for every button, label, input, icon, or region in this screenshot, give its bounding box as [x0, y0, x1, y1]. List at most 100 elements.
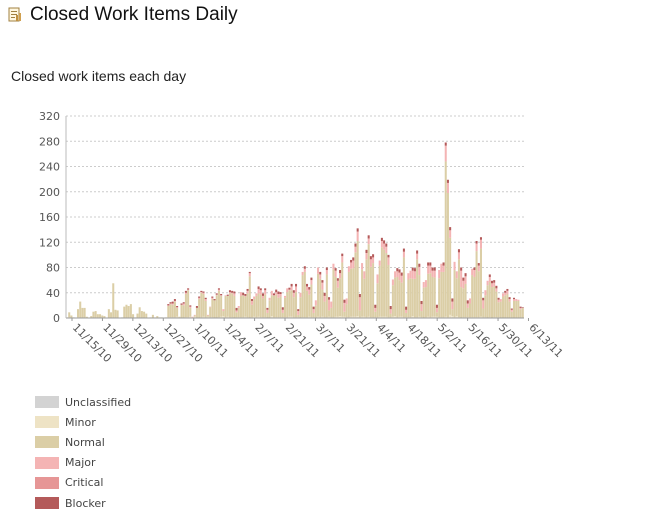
- bar-segment: [292, 297, 295, 318]
- bar-segment: [512, 299, 516, 301]
- y-tick-label: 320: [39, 110, 60, 123]
- bar-segment: [176, 307, 179, 317]
- bar-segment: [389, 313, 392, 318]
- bar-segment: [455, 316, 458, 318]
- bar-segment: [169, 304, 172, 318]
- bar-segment: [231, 293, 234, 318]
- bar-segment: [292, 290, 295, 293]
- legend-swatch: [35, 476, 59, 489]
- bar-segment: [411, 278, 414, 317]
- bar-segment: [402, 257, 405, 318]
- bar-segment: [288, 290, 291, 317]
- page-header: Closed Work Items Daily: [8, 3, 238, 27]
- bar-segment: [350, 268, 353, 317]
- bar-segment: [283, 297, 287, 318]
- bar-segment: [449, 230, 452, 238]
- bar-segment: [255, 295, 258, 318]
- y-tick-label: 80: [46, 262, 60, 275]
- bar-segment: [259, 290, 262, 295]
- bar-segment: [400, 275, 403, 283]
- bar-segment: [484, 290, 487, 296]
- bar-segment: [418, 263, 421, 267]
- bar-segment: [457, 252, 460, 260]
- bar-segment: [515, 300, 518, 318]
- bar-segment: [442, 262, 445, 266]
- bar-segment: [501, 296, 505, 318]
- y-tick-label: 200: [39, 186, 60, 199]
- bar-segment: [418, 316, 421, 318]
- bar-segment: [204, 300, 207, 318]
- bar-segment: [497, 297, 500, 300]
- bar-segment: [286, 292, 289, 318]
- bar-segment: [143, 311, 146, 318]
- bar-segment: [394, 316, 397, 318]
- bar-segment: [508, 299, 511, 302]
- bar-segment: [440, 271, 443, 318]
- bar-segment: [361, 269, 364, 317]
- bar-segment: [490, 280, 493, 284]
- bar-segment: [211, 296, 214, 298]
- bar-segment: [506, 288, 509, 291]
- bar-segment: [297, 311, 300, 315]
- bar-segment: [270, 295, 273, 317]
- bar-segment: [264, 290, 267, 295]
- bar-segment: [354, 316, 357, 318]
- bar-segment: [173, 299, 176, 301]
- bar-segment: [521, 307, 524, 308]
- bar-segment: [462, 280, 465, 289]
- bar-segment: [361, 263, 364, 270]
- bar-segment: [372, 254, 375, 258]
- bar-segment: [272, 293, 276, 296]
- bar-segment: [281, 309, 284, 313]
- bar-segment: [268, 300, 271, 318]
- bar-segment: [482, 297, 485, 301]
- bar-segment: [222, 311, 225, 317]
- bar-segment: [446, 193, 449, 318]
- bar-segment: [444, 142, 447, 146]
- bar-segment: [402, 251, 405, 258]
- bar-segment: [376, 283, 379, 318]
- bar-segment: [444, 161, 447, 317]
- bar-segment: [460, 270, 463, 288]
- bar-segment: [336, 287, 339, 317]
- y-tick-label: 240: [39, 161, 60, 174]
- bar-segment: [250, 299, 253, 301]
- bar-segment: [255, 293, 258, 296]
- bar-segment: [398, 316, 401, 318]
- bar-segment: [354, 246, 357, 253]
- bar-segment: [189, 305, 192, 307]
- bar-segment: [431, 316, 434, 318]
- bar-segment: [477, 263, 480, 266]
- bar-segment: [497, 299, 500, 303]
- bar-segment: [427, 273, 430, 317]
- bar-segment: [418, 275, 421, 317]
- bar-segment: [253, 316, 256, 318]
- bar-segment: [264, 288, 267, 291]
- bar-segment: [453, 270, 456, 318]
- bar-segment: [312, 306, 315, 310]
- bar-segment: [380, 240, 383, 248]
- bar-segment: [343, 316, 346, 318]
- bar-segment: [317, 267, 320, 274]
- bar-segment: [385, 246, 388, 253]
- bar-segment: [479, 237, 482, 240]
- bar-segment: [171, 303, 174, 305]
- bar-segment: [272, 295, 276, 296]
- bar-segment: [228, 290, 231, 293]
- bar-segment: [281, 312, 284, 318]
- bar-segment: [211, 299, 214, 318]
- bar-segment: [471, 275, 474, 318]
- bar-segment: [383, 243, 386, 250]
- bar-segment: [367, 316, 370, 318]
- bar-segment: [369, 259, 372, 267]
- bar-segment: [405, 309, 408, 313]
- bar-segment: [431, 276, 434, 317]
- bar-segment: [517, 300, 520, 318]
- bar-segment: [246, 288, 249, 291]
- bar-segment: [361, 316, 364, 318]
- bar-segment: [209, 307, 212, 318]
- bar-segment: [123, 306, 126, 318]
- bar-segment: [486, 285, 489, 318]
- bar-segment: [264, 294, 267, 318]
- bar-segment: [486, 280, 489, 286]
